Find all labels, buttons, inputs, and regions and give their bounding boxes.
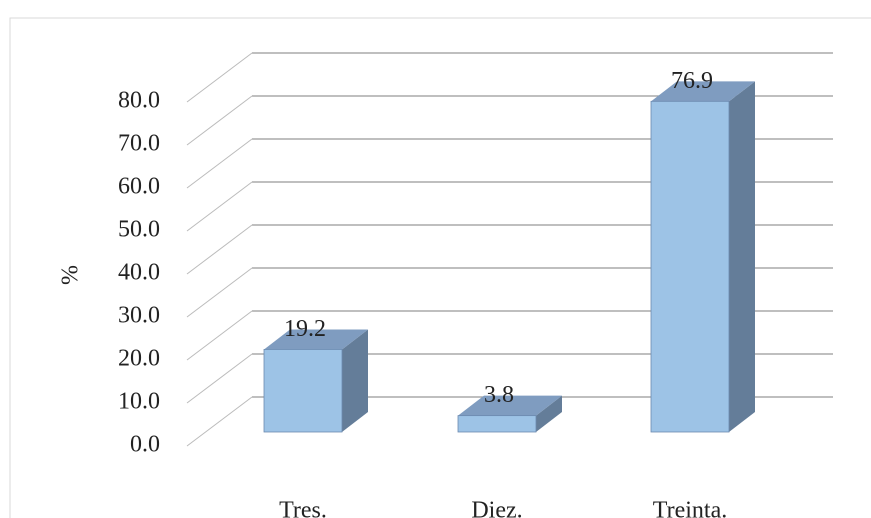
y-tick-label: 0.0 [130, 432, 160, 458]
grid-line [186, 138, 253, 189]
bar-front [650, 100, 730, 433]
y-tick-label: 60.0 [118, 174, 160, 200]
bar [457, 395, 562, 433]
y-tick-label: 50.0 [118, 217, 160, 243]
y-tick-label: 30.0 [118, 303, 160, 329]
bar-top [651, 81, 755, 102]
bar-side [342, 329, 368, 432]
y-tick-label: 10.0 [118, 389, 160, 415]
data-label: 76.9 [671, 68, 713, 94]
grid-line [186, 267, 253, 318]
chart-frame [9, 17, 871, 518]
grid-line [186, 224, 253, 275]
y-tick-label: 40.0 [118, 260, 160, 286]
bar [263, 329, 368, 433]
bar-top [458, 395, 562, 416]
y-tick-label: 80.0 [118, 88, 160, 114]
grid-line [186, 310, 253, 361]
bar-front [263, 349, 343, 433]
bar [650, 81, 755, 433]
y-tick-label: 20.0 [118, 346, 160, 372]
data-label: 19.2 [284, 316, 326, 342]
x-tick-label: Diez. [471, 498, 522, 518]
grid-line [186, 353, 253, 404]
data-label: 3.8 [484, 382, 514, 408]
bar-top [264, 329, 368, 350]
x-tick-label: Treinta. [653, 498, 727, 518]
x-tick-label: Tres. [279, 498, 327, 518]
bar-side [729, 81, 755, 432]
grid-line [186, 52, 253, 103]
grid-line [186, 95, 253, 146]
y-tick-label: 70.0 [118, 131, 160, 157]
bar-side [536, 395, 562, 432]
grid-line [186, 181, 253, 232]
bar-front [457, 415, 537, 433]
grid-line [186, 396, 253, 447]
y-axis-label: % [58, 265, 84, 285]
